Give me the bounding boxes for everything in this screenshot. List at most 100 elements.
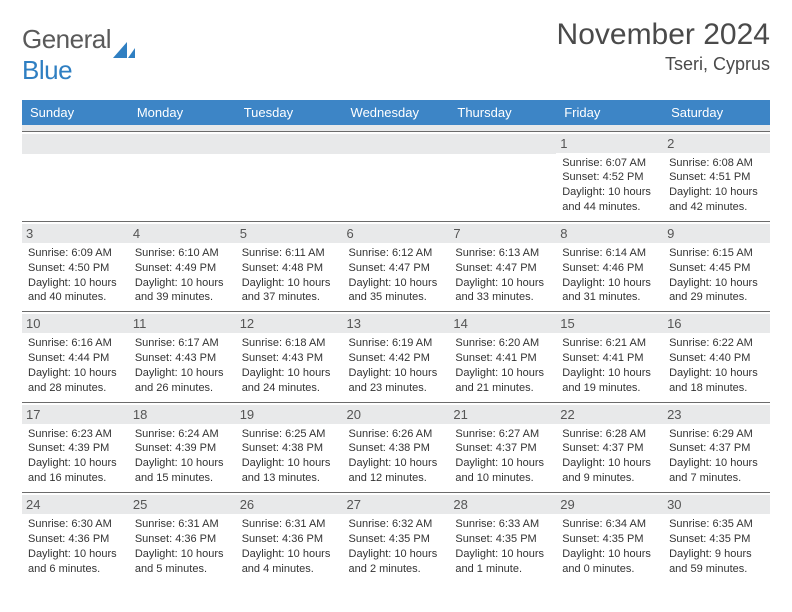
day-number: 20 [343, 405, 450, 424]
day-number: 29 [556, 495, 663, 514]
day-cell: 18Sunrise: 6:24 AMSunset: 4:39 PMDayligh… [129, 402, 236, 492]
day-cell: 5Sunrise: 6:11 AMSunset: 4:48 PMDaylight… [236, 221, 343, 311]
sunset-line: Sunset: 4:35 PM [562, 533, 643, 545]
sunset-line: Sunset: 4:40 PM [669, 352, 750, 364]
daylight-line: Daylight: 10 hours and 0 minutes. [562, 548, 651, 575]
sunrise-line: Sunrise: 6:11 AM [242, 247, 325, 259]
sunset-line: Sunset: 4:44 PM [28, 352, 109, 364]
day-number: 12 [236, 314, 343, 333]
sunset-line: Sunset: 4:48 PM [242, 262, 323, 274]
daylight-line: Daylight: 10 hours and 23 minutes. [349, 367, 438, 394]
day-number: 10 [22, 314, 129, 333]
sunset-line: Sunset: 4:41 PM [562, 352, 643, 364]
day-info: Sunrise: 6:16 AM Sunset: 4:44 PM Daylight:… [28, 336, 123, 395]
sunset-line: Sunset: 4:36 PM [135, 533, 216, 545]
day-info: Sunrise: 6:21 AMSunset: 4:41 PMDaylight:… [562, 336, 657, 395]
day-cell: 25Sunrise: 6:31 AMSunset: 4:36 PMDayligh… [129, 493, 236, 583]
sunrise-line: Sunrise: 6:31 AM [242, 518, 326, 530]
sunrise-line: Sunrise: 6:23 AM [28, 428, 112, 440]
empty-num [236, 134, 343, 154]
daylight-line: Daylight: 10 hours and 33 minutes. [455, 277, 544, 304]
day-number: 9 [663, 224, 770, 243]
day-info: Sunrise: 6:24 AMSunset: 4:39 PMDaylight:… [135, 427, 230, 486]
day-number: 16 [663, 314, 770, 333]
day-info: Sunrise: 6:28 AMSunset: 4:37 PMDaylight:… [562, 427, 657, 486]
day-number: 5 [236, 224, 343, 243]
day-number: 3 [22, 224, 129, 243]
sunrise-line: Sunrise: 6:17 AM [135, 337, 219, 349]
day-number: 4 [129, 224, 236, 243]
daylight-line: Daylight: 10 hours and 42 minutes. [669, 186, 758, 213]
sunrise-line: Sunrise: 6:27 AM [455, 428, 539, 440]
sunset-line: Sunset: 4:46 PM [562, 262, 643, 274]
sunset-line: Sunset: 4:36 PM [28, 533, 109, 545]
day-cell: 1Sunrise: 6:07 AMSunset: 4:52 PMDaylight… [556, 131, 663, 221]
logo-text-blue: Blue [22, 55, 72, 85]
week-row: 1Sunrise: 6:07 AMSunset: 4:52 PMDaylight… [22, 131, 770, 221]
sunrise-line: Sunrise: 6:13 AM [455, 247, 539, 259]
day-info: Sunrise: 6:33 AMSunset: 4:35 PMDaylight:… [455, 517, 550, 576]
day-info: Sunrise: 6:08 AMSunset: 4:51 PMDaylight:… [669, 156, 764, 215]
sunset-line: Sunset: 4:47 PM [455, 262, 536, 274]
day-info: Sunrise: 6:11 AMSunset: 4:48 PMDaylight:… [242, 246, 337, 305]
day-cell: 20Sunrise: 6:26 AMSunset: 4:38 PMDayligh… [343, 402, 450, 492]
day-cell: 6Sunrise: 6:12 AMSunset: 4:47 PMDaylight… [343, 221, 450, 311]
empty-cell [236, 131, 343, 221]
day-number: 13 [343, 314, 450, 333]
sunset-line: Sunset: 4:38 PM [349, 442, 430, 454]
daylight-line: Daylight: 10 hours and 28 minutes. [28, 367, 117, 394]
logo: General Blue [22, 24, 135, 86]
dow-row: SundayMondayTuesdayWednesdayThursdayFrid… [22, 100, 770, 125]
day-cell: 23Sunrise: 6:29 AMSunset: 4:37 PMDayligh… [663, 402, 770, 492]
sunset-line: Sunset: 4:37 PM [455, 442, 536, 454]
sunset-line: Sunset: 4:51 PM [669, 171, 750, 183]
day-cell: 11Sunrise: 6:17 AMSunset: 4:43 PMDayligh… [129, 312, 236, 402]
day-cell: 9 Sunrise: 6:15 AM Sunset: 4:45 PM Daylight… [663, 221, 770, 311]
daylight-line: Daylight: 10 hours and 12 minutes. [349, 457, 438, 484]
daylight-line: Daylight: 10 hours and 39 minutes. [135, 277, 224, 304]
sunrise-line: Sunrise: 6:31 AM [135, 518, 219, 530]
day-number: 11 [129, 314, 236, 333]
daylight-line: Daylight: 10 hours and 21 minutes. [455, 367, 544, 394]
day-info: Sunrise: 6:31 AMSunset: 4:36 PMDaylight:… [242, 517, 337, 576]
sunrise-line: Sunrise: 6:34 AM [562, 518, 646, 530]
daylight-line: Daylight: 10 hours and 1 minute. [455, 548, 544, 575]
day-info: Sunrise: 6:25 AMSunset: 4:38 PMDaylight:… [242, 427, 337, 486]
sunset-line: Sunset: 4:45 PM [669, 262, 750, 274]
day-info: Sunrise: 6:20 AMSunset: 4:41 PMDaylight:… [455, 336, 550, 395]
sunset-line: Sunset: 4:43 PM [135, 352, 216, 364]
day-number: 24 [22, 495, 129, 514]
sunrise-line: Sunrise: 6:15 AM [669, 247, 753, 259]
daylight-line: Daylight: 10 hours and 9 minutes. [562, 457, 651, 484]
sunrise-line: Sunrise: 6:22 AM [669, 337, 753, 349]
daylight-line: Daylight: 9 hours and 59 minutes. [669, 548, 752, 575]
day-info: Sunrise: 6:17 AMSunset: 4:43 PMDaylight:… [135, 336, 230, 395]
day-number: 8 [556, 224, 663, 243]
sunset-line: Sunset: 4:43 PM [242, 352, 323, 364]
sunrise-line: Sunrise: 6:33 AM [455, 518, 539, 530]
week-row: 24 Sunrise: 6:30 AMSunset: 4:36 PMDayligh… [22, 493, 770, 583]
daylight-line: Daylight: 10 hours and 24 minutes. [242, 367, 331, 394]
dow-wednesday: Wednesday [343, 100, 450, 125]
daylight-line: Daylight: 10 hours and 19 minutes. [562, 367, 651, 394]
day-info: Sunrise: 6:12 AMSunset: 4:47 PMDaylight:… [349, 246, 444, 305]
day-info: Sunrise: 6:30 AMSunset: 4:36 PMDaylight:… [28, 517, 123, 576]
sunrise-line: Sunrise: 6:20 AM [455, 337, 539, 349]
empty-cell [343, 131, 450, 221]
day-cell: 3Sunrise: 6:09 AMSunset: 4:50 PMDaylight… [22, 221, 129, 311]
dow-thursday: Thursday [449, 100, 556, 125]
sunrise-line: Sunrise: 6:32 AM [349, 518, 433, 530]
sunset-line: Sunset: 4:49 PM [135, 262, 216, 274]
day-info: Sunrise: 6:29 AMSunset: 4:37 PMDaylight:… [669, 427, 764, 486]
daylight-line: Daylight: 10 hours and 7 minutes. [669, 457, 758, 484]
daylight-line: Daylight: 10 hours and 29 minutes. [669, 277, 758, 304]
sunset-line: Sunset: 4:39 PM [28, 442, 109, 454]
sunrise-line: Sunrise: 6:29 AM [669, 428, 753, 440]
day-cell: 30Sunrise: 6:35 AMSunset: 4:35 PMDayligh… [663, 493, 770, 583]
sunrise-line: Sunrise: 6:25 AM [242, 428, 326, 440]
day-info: Sunrise: 6:22 AMSunset: 4:40 PMDaylight:… [669, 336, 764, 395]
sunrise-line: Sunrise: 6:16 AM [28, 337, 112, 349]
day-number: 30 [663, 495, 770, 514]
day-info: Sunrise: 6:13 AM Sunset: 4:47 PM Daylight:… [455, 246, 550, 305]
daylight-line: Daylight: 10 hours and 5 minutes. [135, 548, 224, 575]
